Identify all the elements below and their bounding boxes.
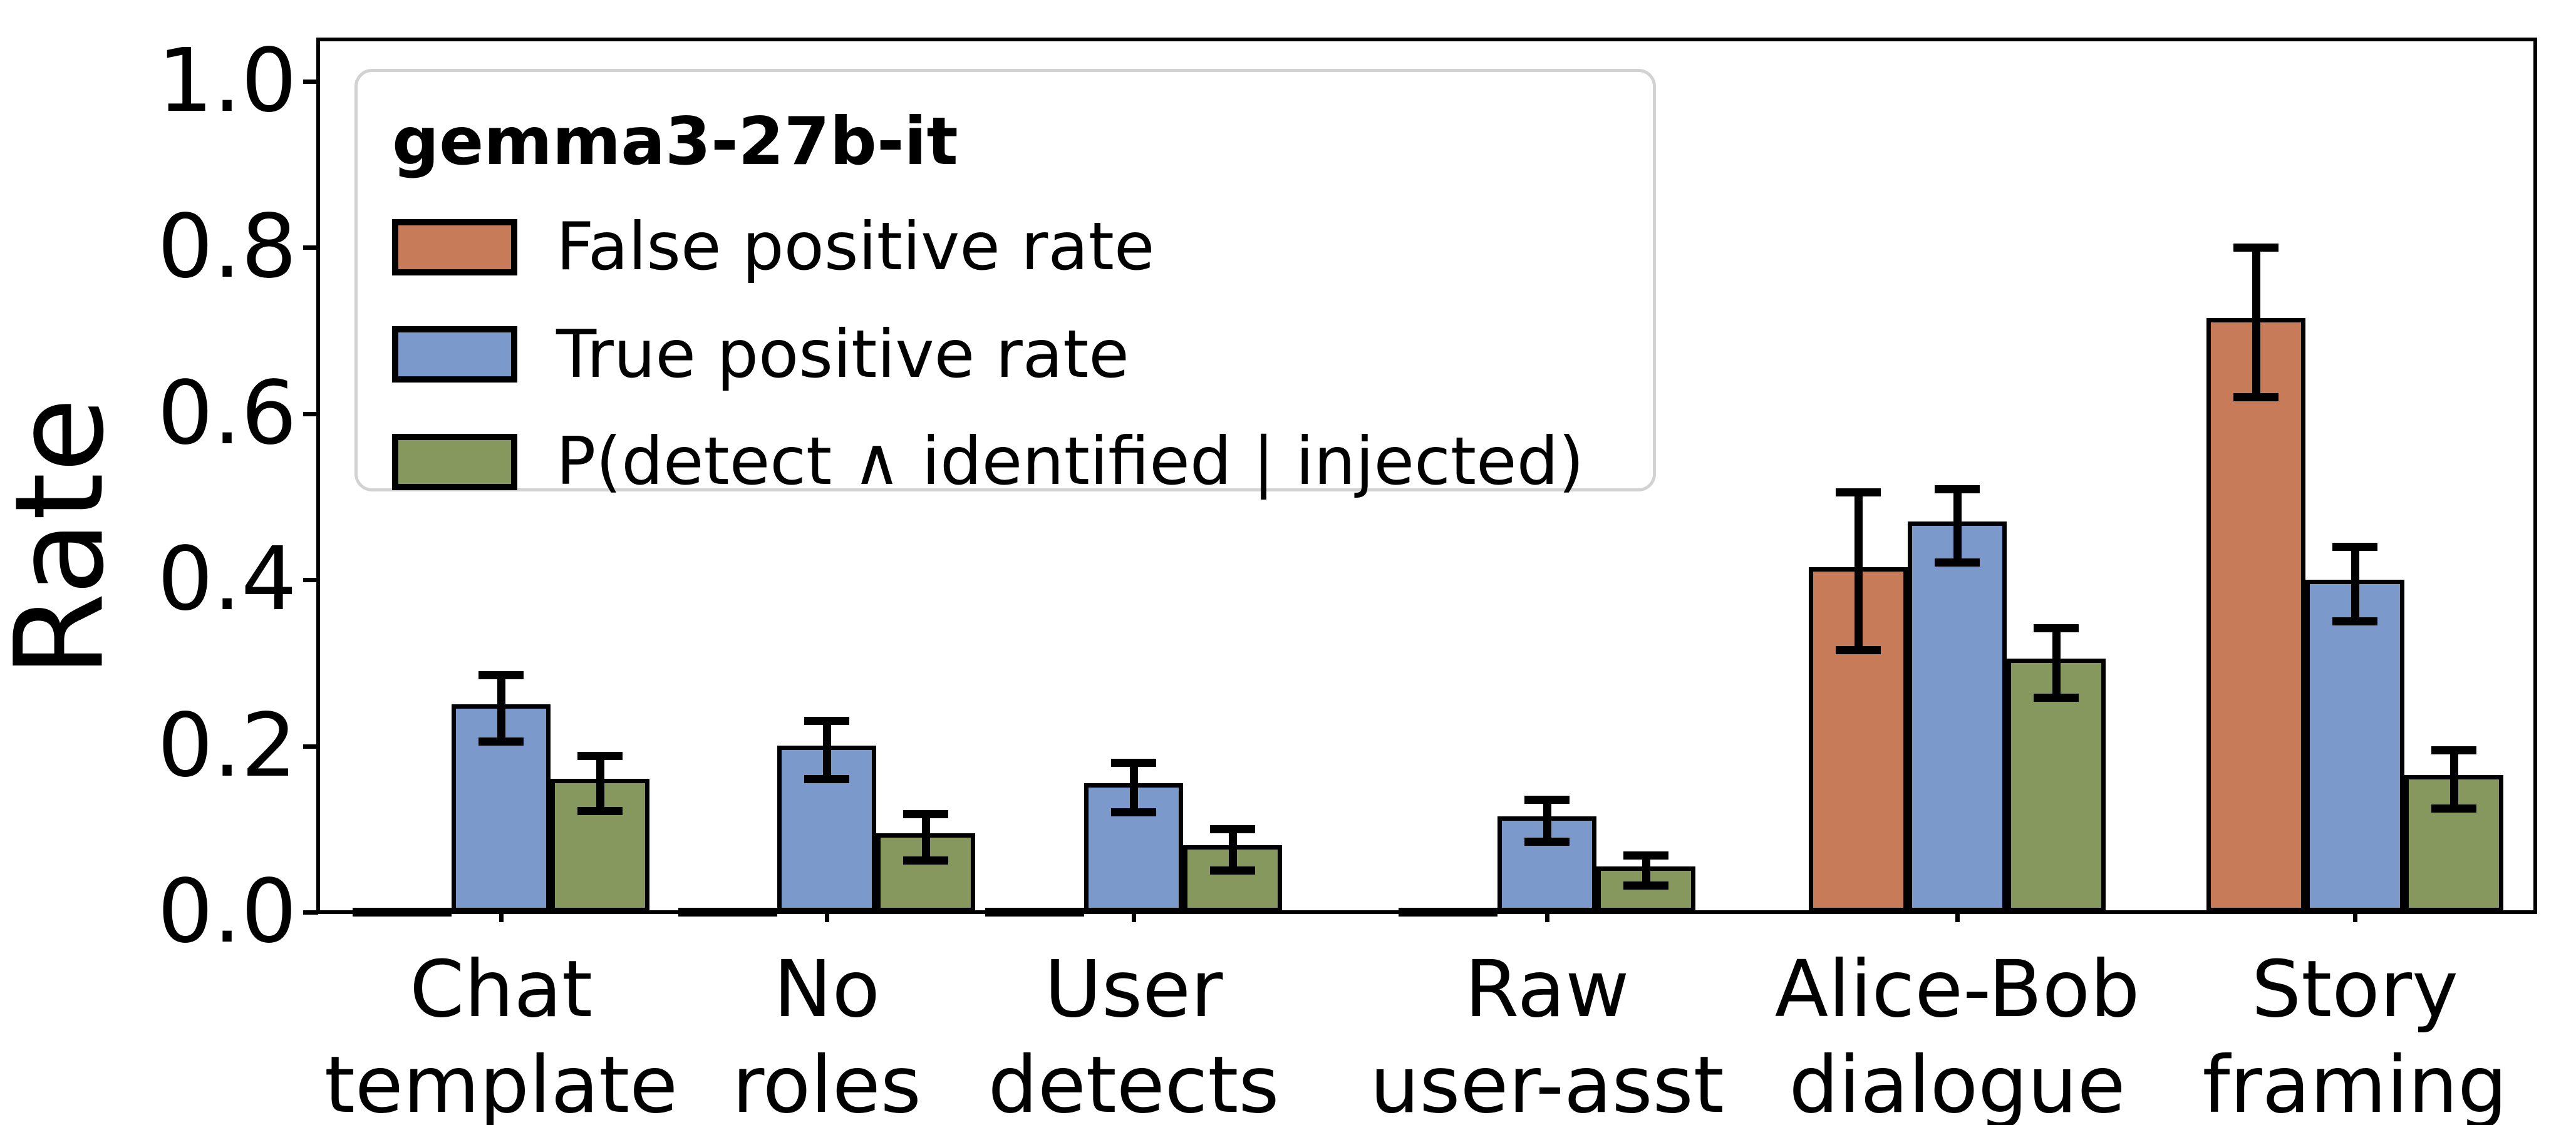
error-bar-line (1854, 492, 1863, 650)
error-bar-line (2052, 628, 2061, 698)
legend-title: gemma3-27b-it (392, 103, 958, 180)
legend-row: False positive rate (392, 208, 1618, 285)
error-bar-cap-top (2034, 624, 2079, 632)
x-tick-label: Raw user-asst (1370, 944, 1724, 1125)
error-bar-line (1953, 489, 1962, 563)
x-tick-label: Alice-Bob dialogue (1774, 944, 2140, 1125)
error-bar-cap-bottom (1623, 881, 1668, 890)
legend-rows: False positive rate True positive rate P(d… (392, 208, 1618, 533)
error-bar-cap-top (577, 752, 623, 761)
error-bar-line (1228, 829, 1237, 871)
y-tick-label: 0.6 (157, 362, 297, 465)
bar-fpr (678, 908, 777, 917)
x-tick-mark (499, 912, 504, 922)
error-bar-line (1543, 799, 1551, 842)
error-bar-cap-bottom (2431, 804, 2476, 813)
bar-tpr (1908, 521, 2007, 912)
y-tick-mark (303, 411, 318, 416)
y-tick-label: 0.2 (157, 694, 297, 797)
bar-fpr (985, 908, 1084, 917)
error-bar-cap-top (1623, 851, 1668, 860)
error-bar-line (2351, 547, 2359, 622)
error-bar-cap-top (1210, 824, 1255, 833)
x-tick-label: No roles (732, 944, 921, 1125)
error-bar-cap-bottom (2034, 694, 2079, 702)
error-bar-cap-top (903, 809, 948, 818)
error-bar-cap-top (1935, 485, 1980, 494)
error-bar-cap-bottom (577, 806, 623, 815)
x-tick-label: Chat template (324, 944, 678, 1125)
error-bar-cap-top (478, 671, 524, 680)
bar-fpr (353, 908, 452, 917)
error-bar-cap-bottom (1836, 646, 1881, 655)
x-tick-mark (1132, 912, 1136, 922)
legend: gemma3-27b-it False positive rate True po… (354, 69, 1656, 498)
error-bar-cap-top (2332, 542, 2377, 551)
error-bar-line (1642, 855, 1650, 886)
error-bar-line (921, 814, 930, 861)
error-bar-cap-bottom (804, 775, 849, 784)
y-tick-label: 0.0 (157, 861, 297, 963)
bar-tpr (777, 746, 876, 912)
legend-row: P(detect ∧ identified | injected) (392, 423, 1618, 500)
legend-row: True positive rate (392, 316, 1618, 393)
error-bar-line (497, 675, 505, 742)
error-bar-cap-top (804, 717, 849, 726)
x-tick-mark (2353, 912, 2357, 922)
x-tick-mark (825, 912, 829, 922)
error-bar-cap-bottom (1935, 558, 1980, 567)
y-tick-mark (303, 80, 318, 84)
bar-fpr (1399, 908, 1497, 917)
error-bar-cap-top (1836, 488, 1881, 497)
error-bar-cap-bottom (2233, 393, 2279, 401)
bar-fpr (2206, 318, 2305, 912)
legend-swatch-icon (392, 218, 517, 275)
y-tick-label: 0.8 (157, 196, 297, 299)
error-bar-line (1129, 763, 1138, 813)
error-bar-line (822, 721, 831, 779)
error-bar-cap-bottom (1524, 837, 1570, 846)
error-bar-line (596, 756, 604, 811)
y-tick-mark (303, 910, 318, 915)
error-bar-line (2449, 750, 2458, 809)
error-bar-cap-bottom (903, 856, 948, 865)
bar-tpr (2305, 580, 2404, 912)
error-bar-cap-bottom (1111, 808, 1156, 817)
error-bar-cap-top (1111, 758, 1156, 767)
error-bar-cap-bottom (2332, 617, 2377, 626)
x-tick-label: Story framing (2202, 944, 2508, 1125)
legend-label: True positive rate (556, 316, 1129, 393)
legend-swatch-icon (392, 433, 517, 490)
legend-swatch-icon (392, 326, 517, 383)
x-tick-label: User detects (988, 944, 1280, 1125)
error-bar-cap-bottom (1210, 866, 1255, 875)
y-tick-mark (303, 744, 318, 749)
y-tick-label: 1.0 (157, 30, 297, 132)
error-bar-cap-top (2233, 243, 2279, 252)
legend-label: P(detect ∧ identified | injected) (556, 423, 1585, 500)
x-tick-mark (1955, 912, 1960, 922)
error-bar-cap-top (1524, 796, 1570, 804)
error-bar-cap-bottom (478, 737, 524, 746)
bar-tpr (1084, 783, 1183, 912)
x-tick-mark (1545, 912, 1549, 922)
y-tick-mark (303, 578, 318, 583)
legend-label: False positive rate (556, 208, 1155, 285)
y-tick-mark (303, 245, 318, 250)
error-bar-line (2252, 247, 2260, 398)
error-bar-cap-top (2431, 746, 2476, 754)
y-tick-label: 0.4 (157, 528, 297, 631)
